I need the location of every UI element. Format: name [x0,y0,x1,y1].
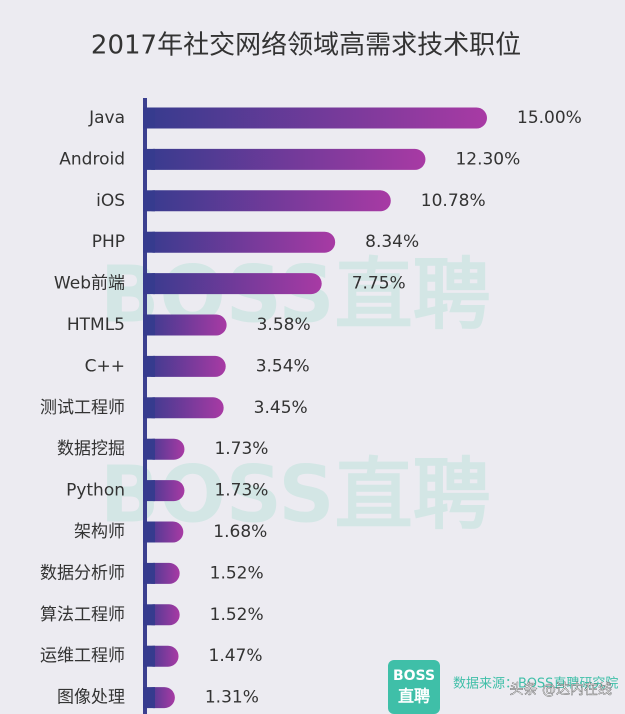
value-label: 15.00% [517,108,582,128]
chart-title: 2017年社交网络领域高需求技术职位 [91,31,521,61]
value-label: 1.52% [210,605,264,625]
bar [143,397,224,419]
value-label: 1.31% [205,688,259,708]
bar [143,107,487,129]
category-label: iOS [96,191,125,211]
bar-base [143,480,155,502]
value-label: 10.78% [421,191,486,211]
bar-base [143,562,155,584]
bar [143,314,227,336]
bar [143,190,391,212]
value-label: 12.30% [455,149,520,169]
value-label: 8.34% [365,232,419,252]
category-label: 图像处理 [57,688,125,708]
bar [143,231,336,253]
bar [143,355,226,377]
category-label: Web前端 [54,274,125,294]
category-label: 架构师 [74,522,125,542]
category-label: 测试工程师 [40,398,125,418]
bar-base [143,355,155,377]
bar-base [143,521,155,543]
bar-base [143,397,155,419]
category-label: Android [59,149,125,169]
logo-text: BOSS [393,668,435,684]
bar-base [143,314,155,336]
bar-base [143,231,155,253]
category-label: PHP [92,232,125,252]
category-label: 算法工程师 [40,605,125,625]
category-label: HTML5 [67,315,125,335]
value-label: 7.75% [352,274,406,294]
value-label: 1.52% [210,563,264,583]
value-label: 3.45% [254,398,308,418]
bar-base [143,273,155,295]
bar-base [143,645,155,667]
bar-base [143,687,155,709]
category-label: Java [88,108,125,128]
credit: 头条 @达内在线 [510,681,612,698]
bar-base [143,604,155,626]
value-label: 3.54% [256,356,310,376]
category-label: 运维工程师 [40,646,125,666]
category-label: 数据分析师 [40,563,125,583]
logo-box [388,660,440,714]
value-label: 1.68% [213,522,267,542]
bar-base [143,148,155,170]
category-label: C++ [85,356,125,376]
value-label: 3.58% [257,315,311,335]
bar [143,273,322,295]
value-label: 1.73% [214,439,268,459]
bar-base [143,107,155,129]
bar [143,148,426,170]
value-label: 1.73% [214,481,268,501]
logo-text: 直聘 [398,687,430,706]
category-label: Python [66,481,125,501]
source: 数据来源：BOSS直聘研究院 [453,677,618,692]
bar-base [143,190,155,212]
category-label: 数据挖掘 [57,439,125,459]
value-label: 1.47% [209,646,263,666]
bar-base [143,438,155,460]
